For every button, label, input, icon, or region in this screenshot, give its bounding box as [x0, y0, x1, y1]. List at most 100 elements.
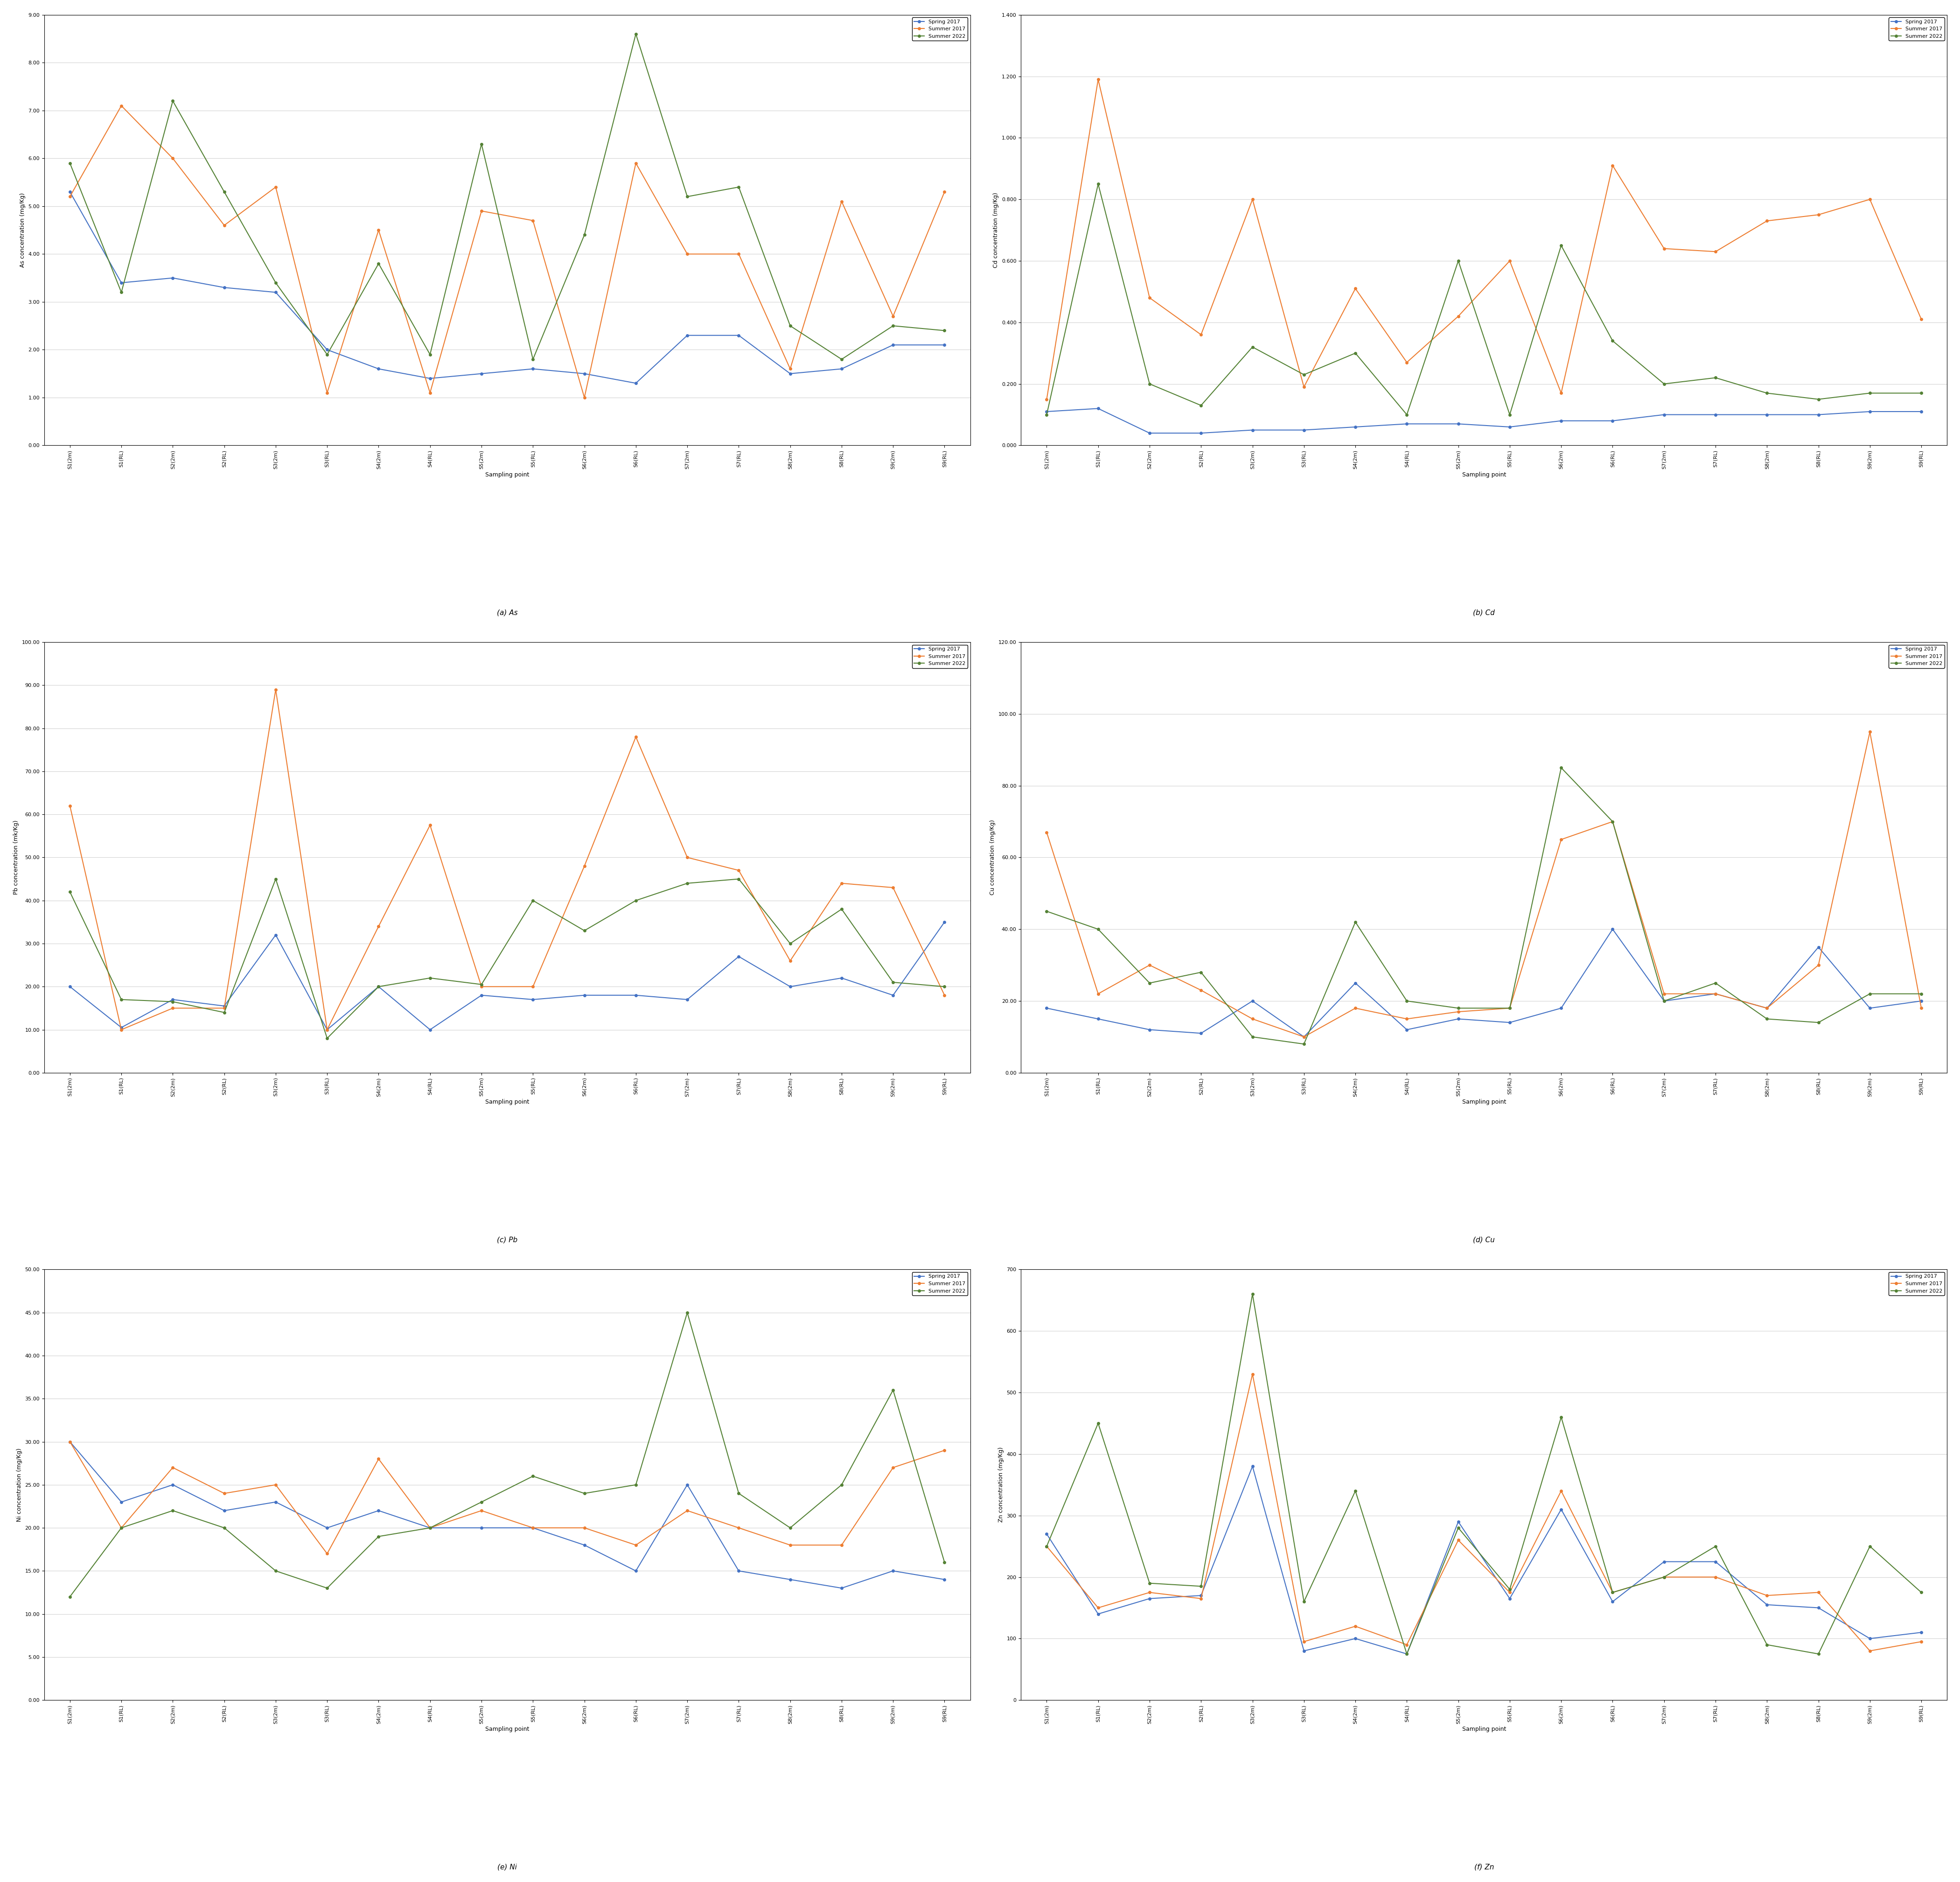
Summer 2022: [212, 1517, 235, 1539]
Summer 2022: [1139, 373, 1162, 395]
Spring 2017: [265, 280, 288, 303]
Summer 2017: [1139, 286, 1162, 309]
Spring 2017: [1086, 1603, 1109, 1626]
Summer 2022: [265, 271, 288, 294]
Summer 2022: [1139, 1571, 1162, 1594]
Summer 2022: [727, 868, 751, 890]
Summer 2022: [1292, 1590, 1315, 1613]
Summer 2017: [417, 382, 441, 405]
Summer 2017: [1756, 209, 1780, 231]
Spring 2017: [829, 967, 853, 990]
Line: Summer 2017: Summer 2017: [1045, 730, 1923, 1039]
Summer 2022: [1807, 388, 1831, 410]
Summer 2022: [59, 1585, 82, 1607]
Line: Spring 2017: Spring 2017: [1045, 928, 1923, 1039]
Summer 2017: [1446, 1001, 1470, 1024]
Summer 2022: [1345, 343, 1368, 365]
Summer 2022: [933, 975, 956, 997]
Summer 2022: [1756, 1634, 1780, 1656]
Summer 2022: [727, 1483, 751, 1506]
Summer 2022: [882, 1380, 906, 1402]
Spring 2017: [1035, 1523, 1058, 1545]
Summer 2022: [367, 1524, 390, 1547]
Summer 2022: [161, 990, 184, 1013]
Summer 2022: [59, 881, 82, 903]
Summer 2022: [1652, 1566, 1676, 1588]
Spring 2017: [1858, 401, 1882, 423]
Spring 2017: [470, 984, 494, 1007]
Summer 2017: [1190, 979, 1213, 1001]
Y-axis label: Cd concentration (mg/Kg): Cd concentration (mg/Kg): [994, 192, 1000, 267]
Spring 2017: [1497, 1011, 1521, 1033]
Spring 2017: [1807, 935, 1831, 958]
Legend: Spring 2017, Summer 2017, Summer 2022: Spring 2017, Summer 2017, Summer 2022: [911, 646, 968, 668]
Summer 2022: [623, 1474, 647, 1496]
Text: (d) Cu: (d) Cu: [1474, 1236, 1495, 1244]
Line: Summer 2022: Summer 2022: [69, 1312, 947, 1598]
Summer 2022: [572, 224, 596, 247]
Line: Summer 2017: Summer 2017: [69, 104, 947, 399]
Summer 2022: [1807, 1011, 1831, 1033]
Spring 2017: [1292, 1026, 1315, 1048]
Summer 2017: [59, 184, 82, 207]
Summer 2022: [1497, 997, 1521, 1020]
Summer 2017: [367, 218, 390, 241]
Summer 2022: [316, 1577, 339, 1600]
Line: Summer 2017: Summer 2017: [69, 689, 947, 1031]
Summer 2022: [1601, 811, 1625, 834]
Summer 2022: [521, 348, 545, 371]
Spring 2017: [521, 1517, 545, 1539]
Spring 2017: [1601, 1590, 1625, 1613]
Spring 2017: [778, 1568, 802, 1590]
Spring 2017: [110, 1491, 133, 1513]
Summer 2022: [1446, 250, 1470, 273]
Summer 2022: [829, 1474, 853, 1496]
Spring 2017: [521, 988, 545, 1011]
Summer 2022: [1190, 962, 1213, 984]
Spring 2017: [265, 924, 288, 947]
Summer 2017: [727, 243, 751, 265]
Summer 2017: [1035, 821, 1058, 843]
Spring 2017: [572, 1534, 596, 1556]
Summer 2017: [470, 975, 494, 997]
Summer 2017: [1858, 721, 1882, 743]
Summer 2022: [778, 932, 802, 954]
Summer 2022: [1550, 757, 1574, 779]
Spring 2017: [1190, 1022, 1213, 1045]
Summer 2022: [1345, 911, 1368, 933]
Spring 2017: [1909, 1620, 1933, 1643]
Summer 2022: [1703, 367, 1727, 390]
Summer 2022: [1909, 382, 1933, 405]
Spring 2017: [1550, 997, 1574, 1020]
Line: Summer 2022: Summer 2022: [69, 32, 947, 361]
Spring 2017: [1446, 1007, 1470, 1029]
Summer 2017: [521, 975, 545, 997]
Summer 2022: [1345, 1479, 1368, 1502]
Summer 2022: [1396, 1643, 1419, 1666]
Summer 2017: [1345, 997, 1368, 1020]
Spring 2017: [110, 1016, 133, 1039]
Line: Spring 2017: Spring 2017: [69, 190, 947, 384]
Spring 2017: [1807, 1596, 1831, 1619]
Summer 2022: [1756, 1007, 1780, 1029]
Summer 2022: [829, 898, 853, 920]
Spring 2017: [1086, 1007, 1109, 1029]
Line: Summer 2022: Summer 2022: [1045, 1293, 1923, 1656]
Spring 2017: [933, 333, 956, 356]
Summer 2022: [727, 175, 751, 198]
Summer 2017: [265, 175, 288, 198]
Summer 2017: [1756, 1585, 1780, 1607]
Summer 2017: [572, 386, 596, 408]
Summer 2022: [59, 152, 82, 175]
Summer 2022: [1190, 393, 1213, 416]
Line: Summer 2022: Summer 2022: [69, 877, 947, 1039]
Summer 2017: [59, 794, 82, 817]
Spring 2017: [367, 975, 390, 997]
Summer 2017: [1652, 1566, 1676, 1588]
Spring 2017: [1652, 403, 1676, 425]
Spring 2017: [521, 358, 545, 380]
Summer 2022: [1190, 1575, 1213, 1598]
Y-axis label: Cu concentration (mg/Kg): Cu concentration (mg/Kg): [990, 821, 996, 896]
Spring 2017: [417, 1517, 441, 1539]
Summer 2022: [521, 1464, 545, 1487]
